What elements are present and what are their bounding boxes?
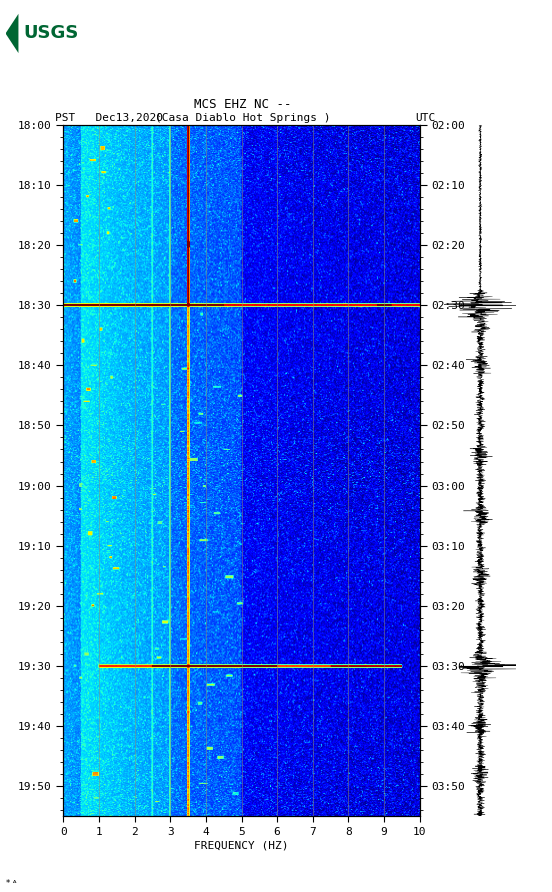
Text: (Casa Diablo Hot Springs ): (Casa Diablo Hot Springs ) [155,113,331,123]
X-axis label: FREQUENCY (HZ): FREQUENCY (HZ) [194,841,289,851]
Text: UTC: UTC [415,113,435,123]
Text: * ᴬ: * ᴬ [6,879,16,888]
Text: MCS EHZ NC --: MCS EHZ NC -- [194,98,291,112]
Text: USGS: USGS [23,24,79,43]
Polygon shape [6,13,18,54]
Text: PST   Dec13,2020: PST Dec13,2020 [55,113,163,123]
